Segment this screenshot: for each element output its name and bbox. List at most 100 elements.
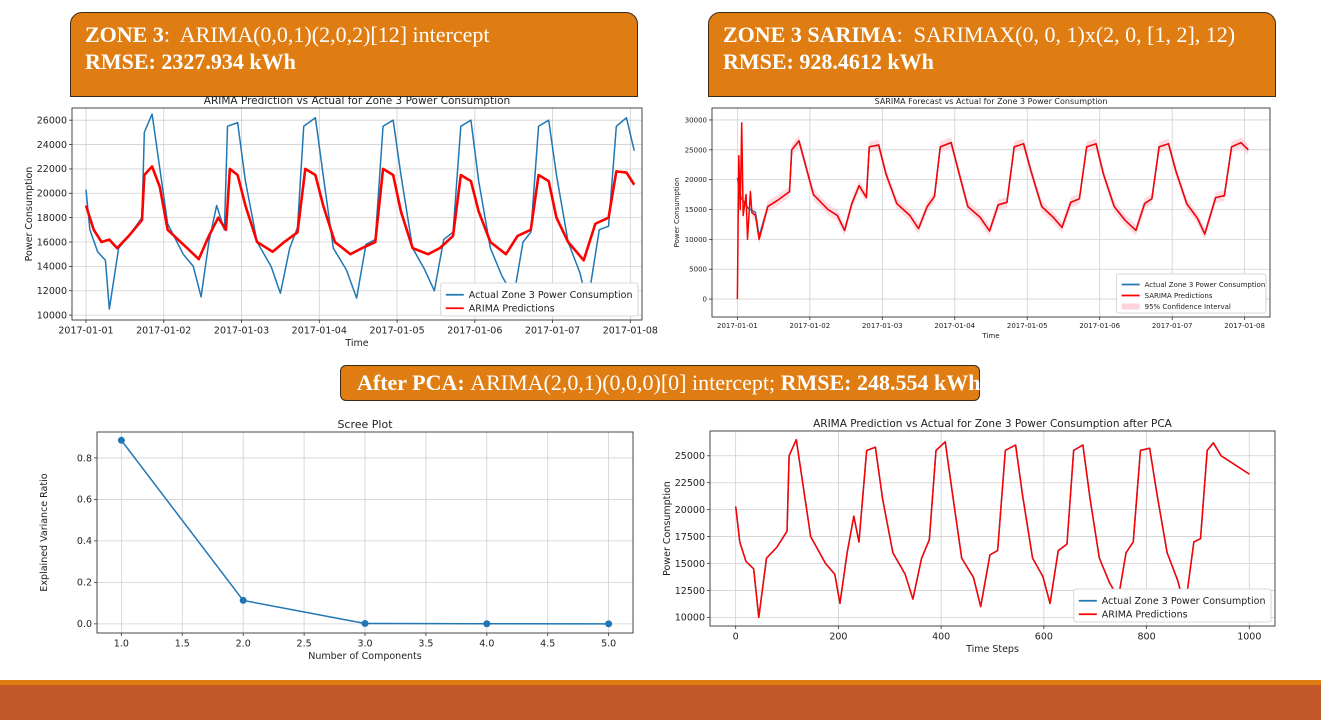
x-tick-label: 2017-01-01 (717, 322, 758, 330)
pca-chart-svg: ARIMA Prediction vs Actual for Zone 3 Po… (662, 418, 1276, 655)
x-tick-label: 2017-01-04 (292, 326, 347, 337)
x-axis-label: Number of Components (308, 651, 422, 662)
legend-box (1116, 273, 1267, 314)
x-tick-label: 2017-01-05 (369, 326, 424, 337)
y-tick-label: 0 (703, 296, 707, 304)
data-point (361, 619, 369, 627)
x-tick-label: 4.0 (479, 639, 494, 650)
y-tick-label: 12500 (675, 586, 705, 597)
zone3-arima-model: ARIMA(0,0,1)(2,0,2)[12] intercept (179, 22, 490, 47)
x-tick-label: 3.0 (357, 639, 372, 650)
legend-label: ARIMA Predictions (1102, 610, 1188, 621)
y-tick-label: 15000 (685, 206, 707, 214)
footer-accent-strip (0, 680, 1321, 685)
after-pca-rmse-label: RMSE: (780, 370, 852, 395)
arima-chart-svg: ARIMA Prediction vs Actual for Zone 3 Po… (24, 95, 658, 349)
zone3-arima-callout: ZONE 3: ARIMA(0,0,1)(2,0,2)[12] intercep… (70, 12, 638, 97)
y-tick-label: 20000 (37, 189, 67, 200)
x-tick-label: 2017-01-02 (136, 326, 191, 337)
legend-label: Actual Zone 3 Power Consumption (1145, 281, 1266, 289)
zone3-sarima-label: ZONE 3 SARIMA (723, 22, 897, 47)
zone3-sarima-rmse-label: RMSE: (723, 49, 794, 74)
plot-frame (71, 107, 643, 321)
x-tick-label: 400 (932, 632, 950, 643)
data-point (239, 596, 247, 604)
series-line (736, 122, 1249, 300)
zone3-arima-rmse-label: RMSE: (85, 49, 156, 74)
zone3-arima-label: ZONE 3 (85, 22, 164, 47)
y-tick-label: 12000 (37, 286, 67, 297)
y-tick-label: 0.6 (77, 495, 92, 506)
zone3-sarima-callout: ZONE 3 SARIMA: SARIMAX(0, 0, 1)x(2, 0, [… (708, 12, 1276, 97)
plot-frame (709, 430, 1276, 627)
chart-title: Scree Plot (337, 418, 393, 431)
y-tick-label: 10000 (37, 310, 67, 321)
chart-title: ARIMA Prediction vs Actual for Zone 3 Po… (813, 418, 1173, 430)
y-tick-label: 25000 (685, 146, 707, 154)
data-point (605, 620, 613, 628)
x-tick-label: 200 (829, 632, 847, 643)
x-tick-label: 5.0 (601, 639, 616, 650)
y-tick-label: 17500 (675, 532, 705, 543)
legend-label: ARIMA Predictions (469, 304, 555, 315)
footer-bar (0, 685, 1321, 720)
x-tick-label: 2017-01-01 (58, 326, 113, 337)
zone3-arima-rmse-value: 2327.934 kWh (161, 49, 296, 74)
series-line (85, 113, 635, 310)
series-line (734, 438, 1250, 619)
x-tick-label: 2017-01-03 (214, 326, 269, 337)
after-pca-callout: After PCA: ARIMA(2,0,1)(0,0,0)[0] interc… (340, 365, 980, 401)
x-axis-label: Time Steps (965, 644, 1019, 655)
y-tick-label: 26000 (37, 116, 67, 127)
zone3-sarima-rmse: RMSE: 928.4612 kWh (723, 48, 1261, 75)
legend-label: SARIMA Predictions (1145, 292, 1213, 300)
x-tick-label: 1.0 (114, 639, 129, 650)
sarima-chart: SARIMA Forecast vs Actual for Zone 3 Pow… (672, 95, 1302, 350)
legend-label: Actual Zone 3 Power Consumption (469, 290, 633, 301)
y-tick-label: 0.4 (77, 536, 92, 547)
y-tick-label: 0.2 (77, 578, 92, 589)
y-tick-label: 15000 (675, 559, 705, 570)
series-line (84, 165, 636, 262)
zone3-sarima-heading: ZONE 3 SARIMA: SARIMAX(0, 0, 1)x(2, 0, [… (723, 22, 1236, 47)
y-tick-label: 30000 (685, 116, 707, 124)
y-tick-label: 16000 (37, 237, 67, 248)
y-tick-label: 10000 (675, 613, 705, 624)
x-tick-label: 1000 (1237, 632, 1261, 643)
x-tick-label: 3.5 (418, 639, 433, 650)
after-pca-label: After PCA: (357, 370, 465, 395)
x-tick-label: 2017-01-06 (447, 326, 502, 337)
y-tick-label: 25000 (675, 451, 705, 462)
x-tick-label: 2017-01-08 (1224, 322, 1265, 330)
x-tick-label: 1.5 (175, 639, 190, 650)
y-axis-label: Power Consumption (662, 481, 673, 576)
y-axis-label: Explained Variance Ratio (39, 473, 50, 591)
y-tick-label: 14000 (37, 262, 67, 273)
zone3-arima-heading: ZONE 3: ARIMA(0,0,1)(2,0,2)[12] intercep… (85, 22, 490, 47)
plot-frame (96, 431, 634, 634)
legend-swatch (1121, 303, 1140, 310)
x-tick-label: 0 (733, 632, 739, 643)
zone3-sarima-model: SARIMAX(0, 0, 1)x(2, 0, [1, 2], 12) (913, 22, 1236, 47)
legend-label: Actual Zone 3 Power Consumption (1102, 596, 1266, 607)
sarima-chart-svg: SARIMA Forecast vs Actual for Zone 3 Pow… (673, 97, 1271, 340)
y-tick-label: 0.8 (77, 453, 92, 464)
scree-chart-svg: Scree Plot 1.0 1.5 2.0 2.5 3.0 3.5 4.0 4.5 5.0 0.0… (39, 418, 634, 662)
after-pca-rmse-value: 248.554 kWh (856, 370, 981, 395)
pca-chart: ARIMA Prediction vs Actual for Zone 3 Po… (658, 418, 1290, 663)
data-point (117, 436, 125, 444)
y-tick-label: 10000 (685, 236, 707, 244)
x-tick-label: 2017-01-03 (862, 322, 903, 330)
x-tick-label: 2.5 (297, 639, 312, 650)
y-tick-label: 0.0 (77, 619, 92, 630)
x-tick-label: 2017-01-07 (1152, 322, 1193, 330)
y-tick-label: 20000 (675, 505, 705, 516)
chart-title: SARIMA Forecast vs Actual for Zone 3 Pow… (875, 97, 1108, 106)
legend-box (440, 282, 639, 317)
x-tick-label: 2017-01-05 (1007, 322, 1048, 330)
chart-title: ARIMA Prediction vs Actual for Zone 3 Po… (204, 95, 510, 107)
y-tick-label: 22000 (37, 164, 67, 175)
scree-chart: Scree Plot 1.0 1.5 2.0 2.5 3.0 3.5 4.0 4.5 5.0 0.0… (25, 418, 645, 662)
x-tick-label: 600 (1035, 632, 1053, 643)
x-tick-label: 2017-01-02 (789, 322, 830, 330)
